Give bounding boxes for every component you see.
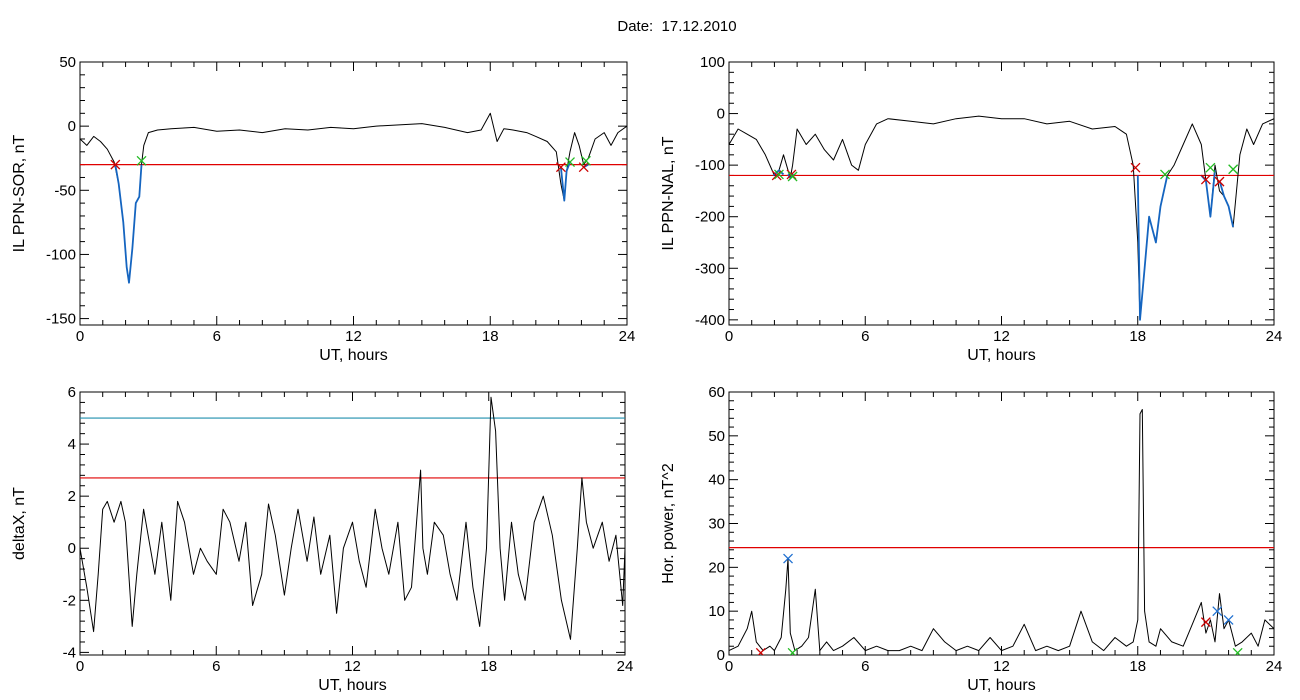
y-axis-label: IL PPN-SOR, nT [11, 134, 28, 252]
event-series-line [114, 164, 143, 284]
y-tick-label: 6 [68, 384, 76, 401]
y-tick-label: -100 [695, 157, 725, 174]
x-axis-label: UT, hours [967, 347, 1035, 364]
end-marker [773, 169, 784, 180]
start-marker [1200, 617, 1211, 628]
y-tick-label: -400 [695, 312, 725, 329]
y-tick-label: -300 [695, 260, 725, 277]
x-tick-label: 24 [1266, 658, 1283, 675]
end-marker [787, 647, 798, 655]
event-series-line [1218, 180, 1234, 228]
start-marker [755, 647, 766, 655]
y-tick-label: 4 [68, 436, 76, 453]
data-series-line [729, 115, 1274, 321]
start-marker [771, 170, 782, 181]
end-marker [136, 155, 147, 166]
plot-area [80, 396, 625, 640]
end-marker [1228, 164, 1239, 175]
y-tick-label: 0 [717, 647, 725, 664]
end-marker [787, 171, 798, 182]
start-marker [1200, 174, 1211, 185]
y-tick-label: -150 [46, 311, 76, 328]
chart-panel-2: 0 6 12 18 24 100 0 -100 -200 -300 -400 UT, hours IL … [660, 54, 1282, 364]
x-tick-label: 6 [213, 328, 221, 345]
y-tick-label: 0 [717, 106, 725, 123]
event-series-line [1136, 175, 1169, 321]
data-series-line [80, 396, 625, 640]
x-tick-label: 12 [344, 658, 361, 675]
start-marker [1214, 176, 1225, 187]
y-axis-label: Hor. power, nT^2 [660, 463, 677, 584]
y-tick-label: 100 [700, 54, 725, 71]
x-tick-label: 6 [212, 658, 220, 675]
y-tick-label: 20 [708, 559, 725, 576]
x-tick-label: 24 [617, 658, 634, 675]
end-marker [565, 157, 575, 168]
chart-panel-3: 0 6 12 18 24 6 4 2 0 -2 -4 UT, hours deltaX, nT [11, 384, 633, 694]
y-tick-label: 30 [708, 516, 725, 533]
y-tick-label: 60 [708, 384, 725, 401]
y-tick-label: -50 [54, 182, 76, 199]
x-axis-label: UT, hours [319, 347, 387, 364]
y-tick-label: -200 [695, 209, 725, 226]
x-tick-label: 18 [482, 328, 499, 345]
event-series-line [560, 161, 571, 202]
plot-frame [79, 61, 628, 326]
y-tick-label: -2 [63, 592, 76, 609]
x-tick-label: 12 [993, 658, 1010, 675]
y-tick-label: 2 [68, 488, 76, 505]
start-marker [578, 162, 589, 173]
chart-panel-4: 0 6 12 18 24 60 50 40 30 20 10 0 UT, hours Hor. power… [660, 384, 1282, 694]
start-marker [555, 162, 566, 173]
data-series-line [729, 409, 1274, 652]
plot-frame [728, 391, 1275, 656]
x-tick-label: 6 [861, 328, 869, 345]
end-marker [1232, 647, 1243, 655]
plot-area [729, 115, 1274, 321]
start-marker [786, 169, 797, 180]
y-tick-label: 0 [68, 540, 76, 557]
x-tick-label: 18 [1129, 328, 1146, 345]
plot-area [80, 112, 627, 284]
x-axis-label: UT, hours [967, 677, 1035, 694]
data-series-line [80, 112, 627, 284]
peak-marker [783, 553, 794, 564]
y-tick-label: -4 [63, 644, 76, 661]
x-tick-label: 24 [1266, 328, 1283, 345]
x-tick-label: 12 [993, 328, 1010, 345]
y-tick-label: 50 [708, 428, 725, 445]
y-tick-label: 40 [708, 472, 725, 489]
end-marker [1205, 162, 1216, 173]
peak-marker [1212, 606, 1223, 617]
x-tick-label: 12 [345, 328, 362, 345]
end-marker [581, 155, 591, 166]
x-tick-label: 6 [861, 658, 869, 675]
start-marker [110, 159, 121, 170]
y-axis-label: deltaX, nT [11, 487, 28, 560]
x-axis-label: UT, hours [318, 677, 386, 694]
plot-frame [728, 61, 1275, 326]
y-tick-label: 50 [59, 54, 76, 71]
peak-marker [1223, 614, 1234, 625]
y-tick-label: 0 [68, 118, 76, 135]
start-marker [1130, 162, 1141, 173]
x-tick-label: 0 [76, 658, 84, 675]
x-tick-label: 18 [480, 658, 497, 675]
y-tick-label: -100 [46, 246, 76, 263]
x-tick-label: 0 [76, 328, 84, 345]
y-tick-label: 10 [708, 603, 725, 620]
plot-area [729, 409, 1274, 655]
x-tick-label: 18 [1129, 658, 1146, 675]
end-marker [1160, 169, 1170, 180]
y-axis-label: IL PPN-NAL, nT [660, 136, 677, 250]
page-title: Date: 17.12.2010 [617, 18, 737, 35]
chart-panel-1: 0 6 12 18 24 50 0 -50 -100 -150 UT, hours IL PPN-SO… [11, 54, 635, 364]
x-tick-label: 0 [725, 328, 733, 345]
x-tick-label: 0 [725, 658, 733, 675]
x-tick-label: 24 [619, 328, 636, 345]
